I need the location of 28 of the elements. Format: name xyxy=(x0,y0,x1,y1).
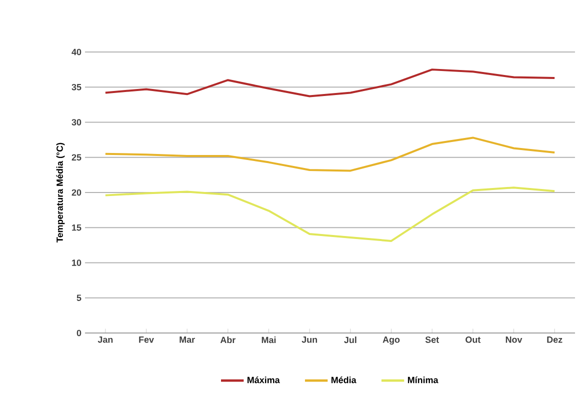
y-tick-label: 25 xyxy=(72,154,82,161)
x-tick-label: Jun xyxy=(302,336,318,343)
y-tick-label: 15 xyxy=(72,224,82,231)
x-tick-label: Mai xyxy=(262,336,276,344)
y-axis-title: Temperatura Média (°C) xyxy=(56,142,65,242)
line-series xyxy=(104,186,556,242)
x-tick-label: Set xyxy=(425,336,439,343)
y-tick-label: 10 xyxy=(72,260,82,266)
x-tick-label: Ago xyxy=(382,336,400,345)
y-tick-label: 30 xyxy=(72,119,82,126)
x-tick-label: Jul xyxy=(344,336,356,344)
line-series xyxy=(104,68,556,98)
x-tick-label: Out xyxy=(466,336,481,343)
y-tick-label: 35 xyxy=(72,84,82,90)
legend-label: Mínima xyxy=(408,376,438,384)
x-tick-label: Abr xyxy=(220,336,236,344)
y-tick-label: 20 xyxy=(72,189,82,196)
x-tick-label: Dez xyxy=(547,336,562,343)
legend-label: Média xyxy=(331,376,356,384)
x-tick-label: Mar xyxy=(180,336,195,343)
line-series xyxy=(104,136,556,172)
x-tick-label: Jan xyxy=(98,336,113,343)
x-tick-label: Nov xyxy=(506,336,522,343)
x-tick-label: Fev xyxy=(139,336,154,343)
y-tick-label: 0 xyxy=(76,330,82,336)
y-tick-label: 5 xyxy=(76,294,82,302)
legend-label: Máxima xyxy=(248,376,280,384)
y-tick-label: 40 xyxy=(72,48,82,56)
